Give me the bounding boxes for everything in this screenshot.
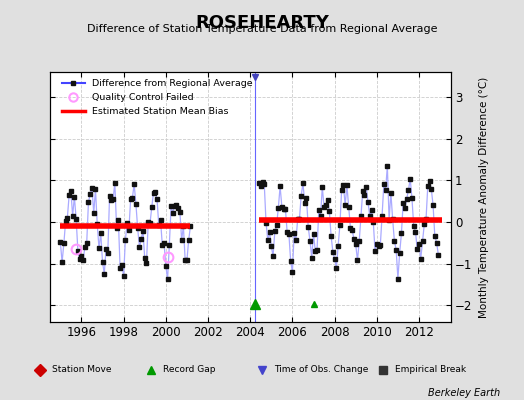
Text: ROSEHEARTY: ROSEHEARTY xyxy=(195,14,329,32)
Text: Station Move: Station Move xyxy=(52,366,112,374)
Text: Time of Obs. Change: Time of Obs. Change xyxy=(274,366,368,374)
Y-axis label: Monthly Temperature Anomaly Difference (°C): Monthly Temperature Anomaly Difference (… xyxy=(479,76,489,318)
Text: Estimated Station Mean Bias: Estimated Station Mean Bias xyxy=(92,106,228,116)
Text: Record Gap: Record Gap xyxy=(163,366,216,374)
Text: Difference of Station Temperature Data from Regional Average: Difference of Station Temperature Data f… xyxy=(87,24,437,34)
Text: Difference from Regional Average: Difference from Regional Average xyxy=(92,78,253,88)
Text: Berkeley Earth: Berkeley Earth xyxy=(428,388,500,398)
Text: Empirical Break: Empirical Break xyxy=(395,366,466,374)
Text: Quality Control Failed: Quality Control Failed xyxy=(92,92,194,102)
